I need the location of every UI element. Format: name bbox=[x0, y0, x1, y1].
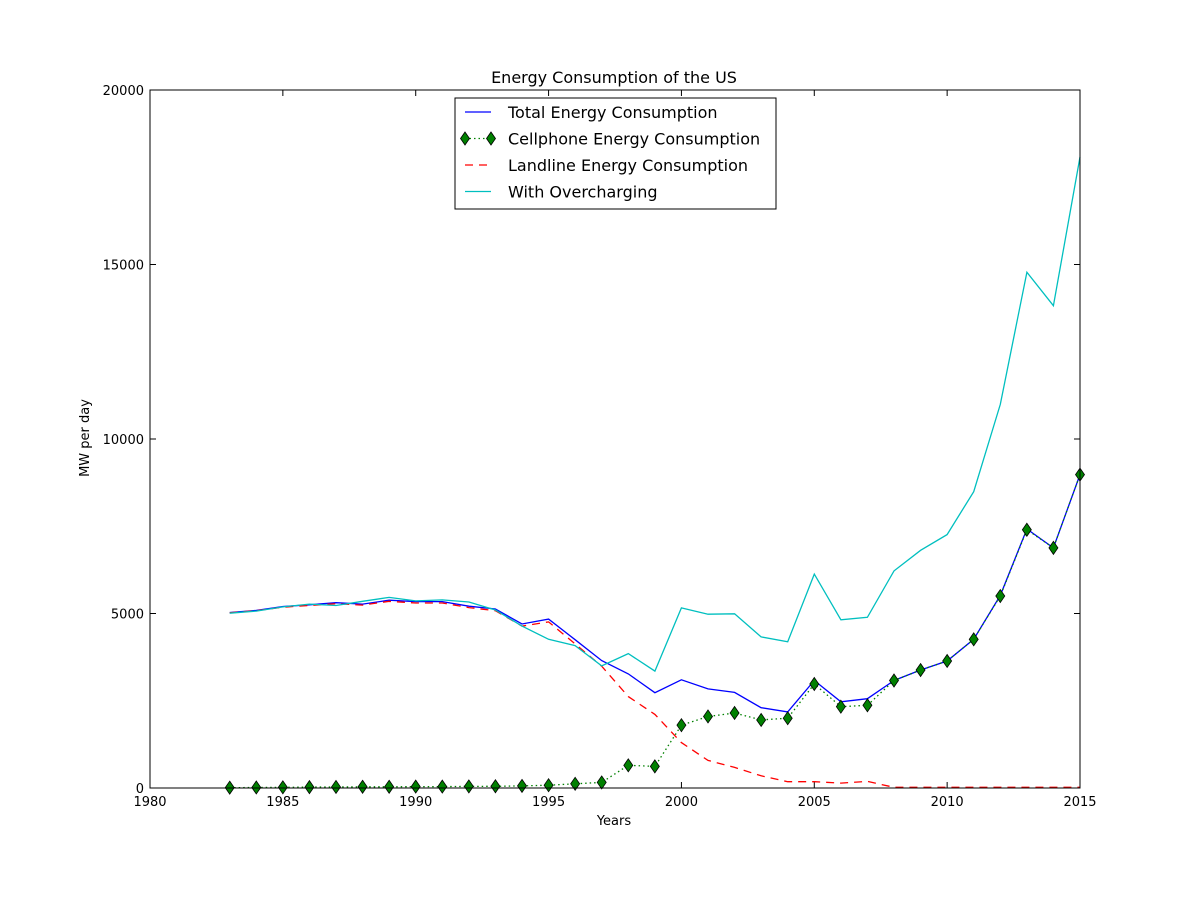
data-point-diamond bbox=[676, 717, 687, 733]
series-1 bbox=[224, 467, 1085, 795]
plot-frame bbox=[149, 89, 1081, 789]
chart-title: Energy Consumption of the US bbox=[491, 68, 737, 87]
legend-entry: Landline Energy Consumption bbox=[465, 156, 748, 175]
legend-box bbox=[454, 97, 777, 210]
legend-entry: Cellphone Energy Consumption bbox=[460, 130, 760, 149]
series-line bbox=[229, 156, 1081, 673]
data-point-diamond bbox=[596, 775, 607, 790]
x-tick-label: 2000 bbox=[665, 795, 698, 810]
y-tick-label: 5000 bbox=[111, 608, 144, 623]
y-tick-label: 10000 bbox=[103, 433, 144, 448]
axis-ticks: 1980 1985 1990 1995 2000 2005 2010 2015 0 5000 100… bbox=[103, 84, 1097, 810]
plot-area bbox=[224, 156, 1085, 795]
data-point-diamond bbox=[782, 710, 793, 726]
data-point-diamond bbox=[277, 780, 288, 795]
legend-label: With Overcharging bbox=[508, 183, 657, 202]
data-point-diamond bbox=[862, 698, 873, 713]
x-tick-label: 1980 bbox=[133, 795, 166, 810]
series-line bbox=[229, 474, 1081, 789]
data-point-diamond bbox=[1021, 522, 1032, 537]
data-point-diamond bbox=[251, 780, 262, 795]
data-point-diamond bbox=[835, 699, 846, 714]
data-point-diamond bbox=[756, 712, 767, 728]
legend-label: Cellphone Energy Consumption bbox=[508, 130, 760, 149]
x-tick-label: 1990 bbox=[399, 795, 432, 810]
data-point-diamond bbox=[809, 676, 820, 692]
data-point-diamond bbox=[995, 588, 1006, 604]
data-point-diamond bbox=[570, 776, 581, 792]
data-point-diamond bbox=[490, 779, 501, 794]
x-tick-label: 1995 bbox=[532, 795, 565, 810]
series-line bbox=[229, 600, 1080, 788]
data-point-diamond bbox=[968, 632, 979, 647]
y-axis-label: MW per day bbox=[78, 399, 93, 477]
data-point-diamond bbox=[304, 779, 315, 795]
data-point-diamond bbox=[649, 759, 660, 774]
x-tick-label: 2015 bbox=[1063, 795, 1096, 810]
legend: Total Energy Consumption Cellphone Energy… bbox=[454, 97, 777, 210]
data-point-diamond bbox=[486, 131, 496, 146]
series-3 bbox=[229, 156, 1081, 673]
y-tick-label: 20000 bbox=[103, 84, 144, 99]
data-point-diamond bbox=[460, 131, 470, 146]
data-point-diamond bbox=[623, 758, 634, 773]
data-point-diamond bbox=[331, 779, 341, 795]
legend-label: Total Energy Consumption bbox=[507, 103, 718, 122]
series-line bbox=[229, 474, 1081, 713]
data-point-diamond bbox=[517, 778, 527, 794]
x-tick-label: 2010 bbox=[931, 795, 964, 810]
data-point-diamond bbox=[889, 673, 899, 688]
data-point-diamond bbox=[729, 705, 740, 721]
x-tick-label: 1985 bbox=[266, 795, 299, 810]
x-tick-label: 2005 bbox=[798, 795, 831, 810]
legend-entry: Total Energy Consumption bbox=[465, 103, 718, 122]
data-point-diamond bbox=[410, 779, 421, 794]
data-point-diamond bbox=[1048, 540, 1059, 556]
data-point-diamond bbox=[463, 779, 474, 794]
y-tick-label: 15000 bbox=[103, 259, 144, 274]
legend-label: Landline Energy Consumption bbox=[508, 156, 748, 175]
data-point-diamond bbox=[357, 779, 368, 794]
y-tick-label: 0 bbox=[136, 782, 144, 797]
series-2 bbox=[229, 600, 1080, 788]
data-point-diamond bbox=[543, 778, 554, 793]
data-point-diamond bbox=[384, 779, 395, 794]
data-point-diamond bbox=[703, 709, 713, 724]
data-point-diamond bbox=[942, 653, 953, 669]
x-axis-label: Years bbox=[596, 814, 632, 829]
data-point-diamond bbox=[915, 662, 926, 678]
data-point-diamond bbox=[437, 779, 448, 794]
series-0 bbox=[229, 474, 1081, 713]
legend-entry: With Overcharging bbox=[465, 183, 657, 202]
